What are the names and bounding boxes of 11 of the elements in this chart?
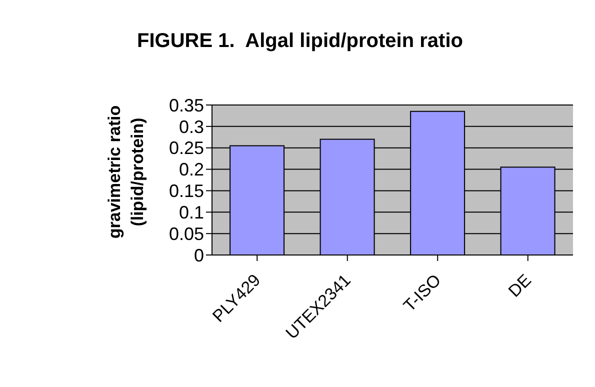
y-tick-label: 0.15 — [168, 181, 204, 202]
y-tick-label: 0.35 — [168, 95, 204, 116]
y-tick-label: 0.25 — [168, 138, 204, 158]
y-tick-label: 0.2 — [178, 160, 204, 180]
chart-title: FIGURE 1. Algal lipid/protein ratio — [136, 30, 464, 53]
y-tick-label: 0 — [194, 245, 204, 266]
y-axis-title: gravimetric ratio (lipid/protein) — [105, 105, 147, 239]
y-tick-label: 0.05 — [168, 224, 204, 244]
y-tick-label: 0.1 — [178, 202, 204, 223]
x-tick-label: DE — [504, 270, 535, 301]
y-tick-label: 0.3 — [178, 116, 204, 137]
